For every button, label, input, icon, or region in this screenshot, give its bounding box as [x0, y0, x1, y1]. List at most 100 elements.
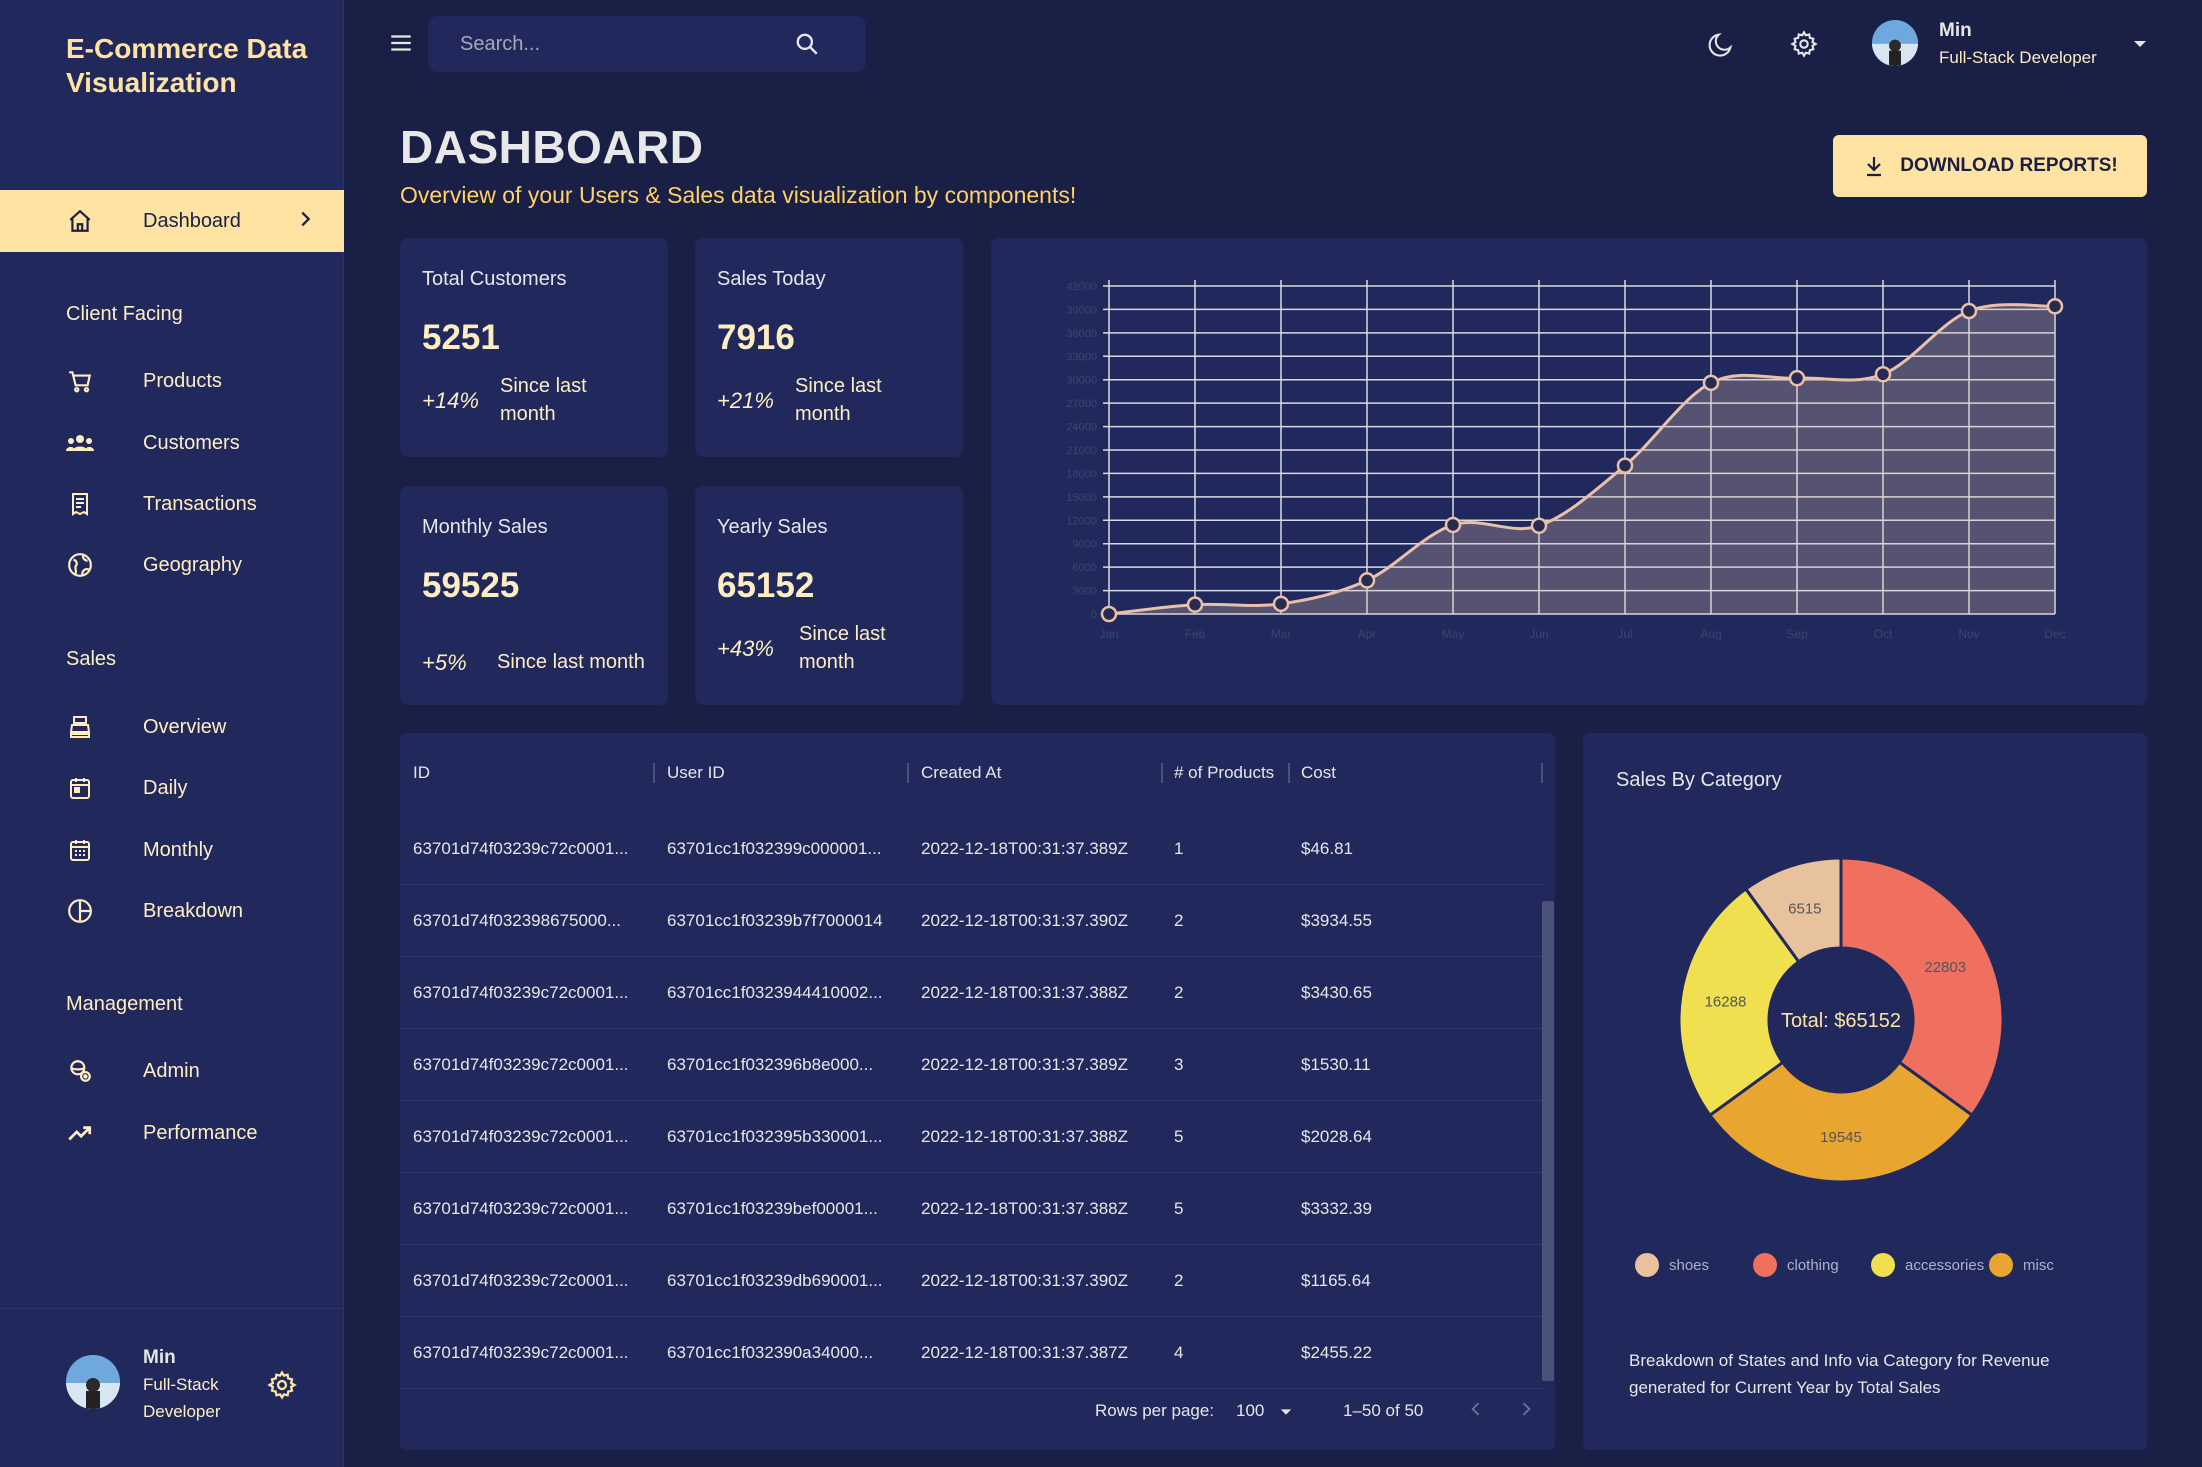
sidebar-item-transactions[interactable]: Transactions: [0, 473, 344, 535]
caret-down-icon: [2134, 41, 2146, 47]
sidebar-settings-button[interactable]: [264, 1367, 300, 1403]
pie-slice-clothing[interactable]: [1839, 856, 2005, 1118]
table-row[interactable]: 63701d74f03239c72c0001... 63701cc1f032396…: [400, 1029, 1543, 1101]
table-cell: 63701d74f03239c72c0001...: [413, 1055, 629, 1074]
stat-value: 5251: [422, 318, 500, 357]
sidebar-item-admin[interactable]: Admin: [0, 1040, 344, 1102]
pie-center-label: Total: $65152: [1781, 1010, 1901, 1032]
avatar[interactable]: [1872, 20, 1918, 66]
column-separator[interactable]: [907, 763, 909, 783]
pie-slice-label: 16288: [1705, 994, 1747, 1011]
stat-value: 65152: [717, 566, 815, 605]
stat-card-sales-today: Sales Today 7916 +21% Since last month: [695, 238, 963, 457]
avatar[interactable]: [66, 1355, 120, 1409]
data-point[interactable]: [1186, 596, 1204, 613]
settings-button[interactable]: [1786, 26, 1822, 62]
sales-by-category-card: Sales By Category 6515 22803 19545 16288 Tot…: [1583, 733, 2147, 1450]
topbar-user-role: Full-Stack Developer: [1939, 48, 2097, 67]
table-cell: 2: [1174, 1271, 1184, 1290]
search-bar: [428, 16, 866, 72]
sales-by-category-donut: 6515 22803 19545 16288 Total: $65152: [1677, 856, 2005, 1184]
legend-item-accessories[interactable]: accessories: [1871, 1253, 1984, 1277]
table-row[interactable]: 63701d74f03239c72c0001... 63701cc1f032399…: [400, 813, 1543, 885]
data-point[interactable]: [1272, 595, 1290, 613]
data-point[interactable]: [1358, 572, 1376, 589]
table-scrollbar[interactable]: [1542, 901, 1554, 1381]
pie-slice-label: 6515: [1788, 901, 1821, 918]
y-tick-label: 21000: [1066, 445, 1097, 457]
sidebar-item-geography[interactable]: Geography: [0, 534, 344, 596]
data-point[interactable]: [1874, 365, 1892, 383]
column-separator[interactable]: [1288, 763, 1290, 783]
receipt-icon: [66, 490, 94, 518]
column-header-cost[interactable]: Cost: [1301, 763, 1336, 782]
y-tick-label: 33000: [1066, 351, 1097, 363]
data-point[interactable]: [1702, 374, 1720, 392]
sidebar-item-overview[interactable]: Overview: [0, 696, 344, 758]
sidebar-item-products[interactable]: Products: [0, 350, 344, 412]
download-reports-button[interactable]: DOWNLOAD REPORTS!: [1833, 135, 2147, 197]
table-row[interactable]: 63701d74f03239c72c0001... 63701cc1f03239b…: [400, 1173, 1543, 1245]
pie-slice-accessories[interactable]: [1677, 886, 1801, 1118]
sidebar-item-label: Breakdown: [143, 899, 244, 922]
table-cell: $3430.65: [1301, 983, 1372, 1002]
sidebar-item-breakdown[interactable]: Breakdown: [0, 880, 344, 942]
x-tick-label: Nov: [1958, 627, 1979, 641]
search-input[interactable]: [428, 16, 808, 72]
table-cell: $2028.64: [1301, 1127, 1372, 1146]
dark-mode-toggle[interactable]: [1703, 26, 1739, 62]
rows-per-page-value: 100: [1236, 1401, 1265, 1420]
pie-slice-misc[interactable]: [1707, 1060, 1975, 1184]
sidebar-item-dashboard[interactable]: Dashboard: [0, 190, 344, 252]
table-row[interactable]: 63701d74f03239c72c0001... 63701cc1f032390…: [400, 1317, 1543, 1389]
table-row[interactable]: 63701d74f03239c72c0001... 63701cc1f032395…: [400, 1101, 1543, 1173]
pagination-range: 1–50 of 50: [1343, 1401, 1424, 1420]
stat-title: Monthly Sales: [422, 516, 548, 538]
column-header-user-id[interactable]: User ID: [667, 763, 725, 782]
sidebar-item-performance[interactable]: Performance: [0, 1102, 344, 1164]
column-separator[interactable]: [1161, 763, 1163, 783]
table-cell: $1165.64: [1301, 1271, 1371, 1290]
search-icon[interactable]: [794, 31, 820, 62]
data-point[interactable]: [1788, 369, 1806, 387]
column-header-id[interactable]: ID: [413, 763, 430, 782]
menu-button[interactable]: [388, 30, 416, 58]
gear-icon: [1790, 30, 1818, 58]
rows-per-page-select[interactable]: 100: [1236, 1401, 1293, 1421]
data-point[interactable]: [1444, 516, 1462, 534]
previous-page-button[interactable]: [1458, 1391, 1494, 1427]
column-separator[interactable]: [653, 763, 655, 783]
table-cell: 63701cc1f03239b7f7000014: [667, 911, 883, 930]
sidebar-item-daily[interactable]: Daily: [0, 757, 344, 819]
section-management: Management: [66, 993, 183, 1015]
y-tick-label: 30000: [1066, 375, 1097, 387]
column-header-products[interactable]: # of Products: [1174, 763, 1275, 782]
table-row[interactable]: 63701d74f03239c72c0001... 63701cc1f03239d…: [400, 1245, 1543, 1317]
table-row[interactable]: 63701d74f032398675000... 63701cc1f03239b7…: [400, 885, 1543, 957]
download-icon: [1867, 157, 1882, 177]
legend-item-misc[interactable]: misc: [1989, 1253, 2054, 1277]
sidebar-item-label: Geography: [143, 553, 242, 576]
user-menu-dropdown[interactable]: [2122, 26, 2158, 62]
table-row[interactable]: 63701d74f03239c72c0001... 63701cc1f032394…: [400, 957, 1543, 1029]
legend-item-clothing[interactable]: clothing: [1753, 1253, 1839, 1277]
sidebar-item-monthly[interactable]: Monthly: [0, 819, 344, 881]
table-cell: $2455.22: [1301, 1343, 1372, 1362]
data-point[interactable]: [1530, 517, 1548, 535]
stat-title: Sales Today: [717, 268, 826, 290]
legend-item-shoes[interactable]: shoes: [1635, 1253, 1709, 1277]
sales-area-chart-card: 0 3000 6000 9000 12000 15000 18000 21000 24000 27…: [991, 238, 2147, 705]
calendar-day-icon: [66, 774, 94, 802]
column-header-created-at[interactable]: Created At: [921, 763, 1002, 782]
next-page-button[interactable]: [1508, 1391, 1544, 1427]
x-tick-label: Apr: [1358, 627, 1377, 641]
sidebar-item-customers[interactable]: Customers: [0, 412, 344, 474]
data-point[interactable]: [1616, 457, 1634, 474]
column-separator[interactable]: [1541, 763, 1543, 783]
data-point[interactable]: [1100, 605, 1118, 623]
data-point[interactable]: [2046, 298, 2064, 315]
table-cell: $46.81: [1301, 839, 1353, 858]
data-point[interactable]: [1960, 302, 1978, 320]
sales-area-chart: 0 3000 6000 9000 12000 15000 18000 21000 24000 27…: [1066, 280, 2066, 641]
legend-swatch: [1635, 1253, 1659, 1277]
